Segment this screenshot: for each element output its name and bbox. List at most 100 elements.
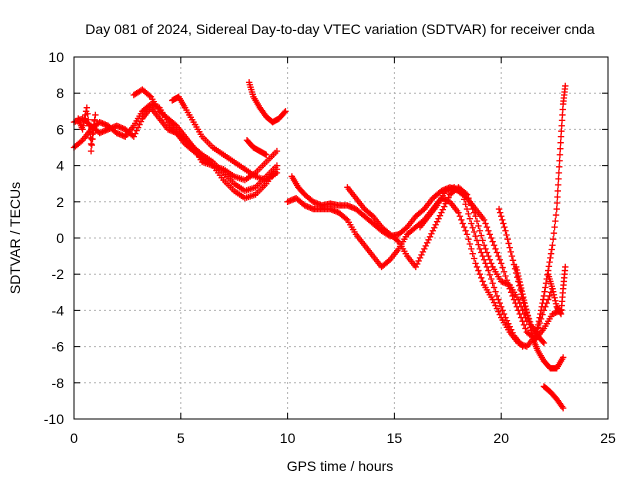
data-point — [476, 271, 484, 278]
data-point — [532, 332, 540, 339]
data-point — [542, 284, 549, 291]
data-point — [462, 201, 469, 208]
data-point — [490, 284, 498, 291]
data-point — [479, 278, 486, 285]
data-point — [419, 248, 427, 256]
data-point — [554, 181, 562, 189]
data-point — [482, 245, 489, 253]
data-point — [549, 236, 557, 243]
data-point — [465, 236, 472, 243]
data-point — [555, 175, 562, 183]
data-point — [80, 118, 88, 126]
series-track-13 — [532, 82, 569, 343]
data-point — [197, 150, 204, 157]
data-point — [518, 287, 526, 295]
y-tick-label: 8 — [56, 85, 64, 101]
data-point — [486, 271, 494, 279]
tick-labels: 0 5 10 15 20 25 -10 -8 -6 -4 -2 0 2 4 6 8 10 — [44, 49, 616, 446]
data-point — [490, 242, 498, 249]
y-tick-label: -4 — [52, 302, 65, 318]
data-point — [521, 299, 528, 307]
data-point — [470, 228, 478, 236]
data-point — [470, 255, 478, 262]
data-point — [557, 145, 564, 152]
y-tick-label: -2 — [52, 266, 65, 282]
data-point — [469, 205, 476, 213]
data-point — [517, 284, 525, 292]
data-point — [136, 121, 143, 128]
x-tick-label: 15 — [387, 430, 403, 446]
data-point — [470, 209, 478, 216]
y-tick-label: 2 — [56, 194, 64, 210]
data-point — [473, 263, 481, 271]
data-point — [522, 302, 529, 310]
data-point — [489, 296, 496, 303]
data-point — [89, 135, 96, 143]
data-point — [489, 238, 496, 245]
data-point — [535, 318, 543, 325]
data-point — [436, 212, 444, 219]
data-point — [368, 211, 375, 219]
data-point — [483, 223, 491, 231]
data-point — [478, 232, 485, 239]
data-point — [146, 92, 153, 99]
data-point — [87, 147, 95, 155]
data-point — [545, 263, 553, 270]
data-point — [528, 330, 536, 337]
data-point — [493, 292, 501, 300]
data-point — [463, 231, 471, 238]
data-point — [486, 256, 494, 263]
data-point — [514, 269, 521, 277]
series-track-10 — [416, 184, 526, 350]
data-point — [79, 126, 86, 133]
data-point — [547, 250, 555, 257]
data-point — [423, 239, 431, 247]
data-point — [535, 321, 542, 329]
data-point — [546, 292, 553, 300]
data-point — [483, 249, 491, 256]
series-track-12 — [512, 263, 567, 372]
data-point — [85, 122, 93, 129]
plot-frame — [73, 56, 609, 420]
data-point — [458, 216, 465, 224]
data-point — [502, 272, 509, 280]
data-point — [273, 147, 281, 155]
data-point — [523, 309, 531, 316]
data-point — [502, 227, 509, 234]
data-point — [562, 82, 569, 90]
data-point — [558, 128, 565, 135]
data-point — [556, 157, 563, 164]
data-point — [527, 324, 534, 331]
data-point — [468, 202, 475, 209]
data-point — [554, 187, 562, 195]
data-point — [557, 139, 564, 146]
data-point — [88, 141, 95, 149]
data-point — [456, 213, 464, 220]
data-point — [418, 251, 425, 259]
data-point — [460, 196, 468, 203]
data-point — [532, 336, 539, 343]
data-point — [87, 140, 95, 148]
data-point — [519, 343, 526, 350]
data-point — [485, 227, 492, 234]
data-point — [552, 217, 559, 225]
y-tick-label: 4 — [56, 158, 64, 174]
data-point — [91, 117, 98, 125]
data-point — [281, 109, 288, 116]
data-point — [483, 263, 491, 271]
data-point — [133, 127, 140, 134]
data-point — [502, 314, 509, 321]
data-point — [558, 122, 565, 129]
data-point — [476, 245, 484, 253]
data-point — [438, 209, 445, 216]
data-point — [83, 104, 91, 111]
data-point — [472, 260, 479, 267]
data-point — [556, 163, 563, 171]
y-tick-label: -6 — [52, 339, 65, 355]
data-point — [84, 110, 91, 117]
data-point — [522, 305, 530, 313]
data-point — [442, 200, 449, 207]
data-point — [455, 209, 462, 216]
data-point — [342, 215, 350, 222]
data-point — [445, 194, 452, 201]
